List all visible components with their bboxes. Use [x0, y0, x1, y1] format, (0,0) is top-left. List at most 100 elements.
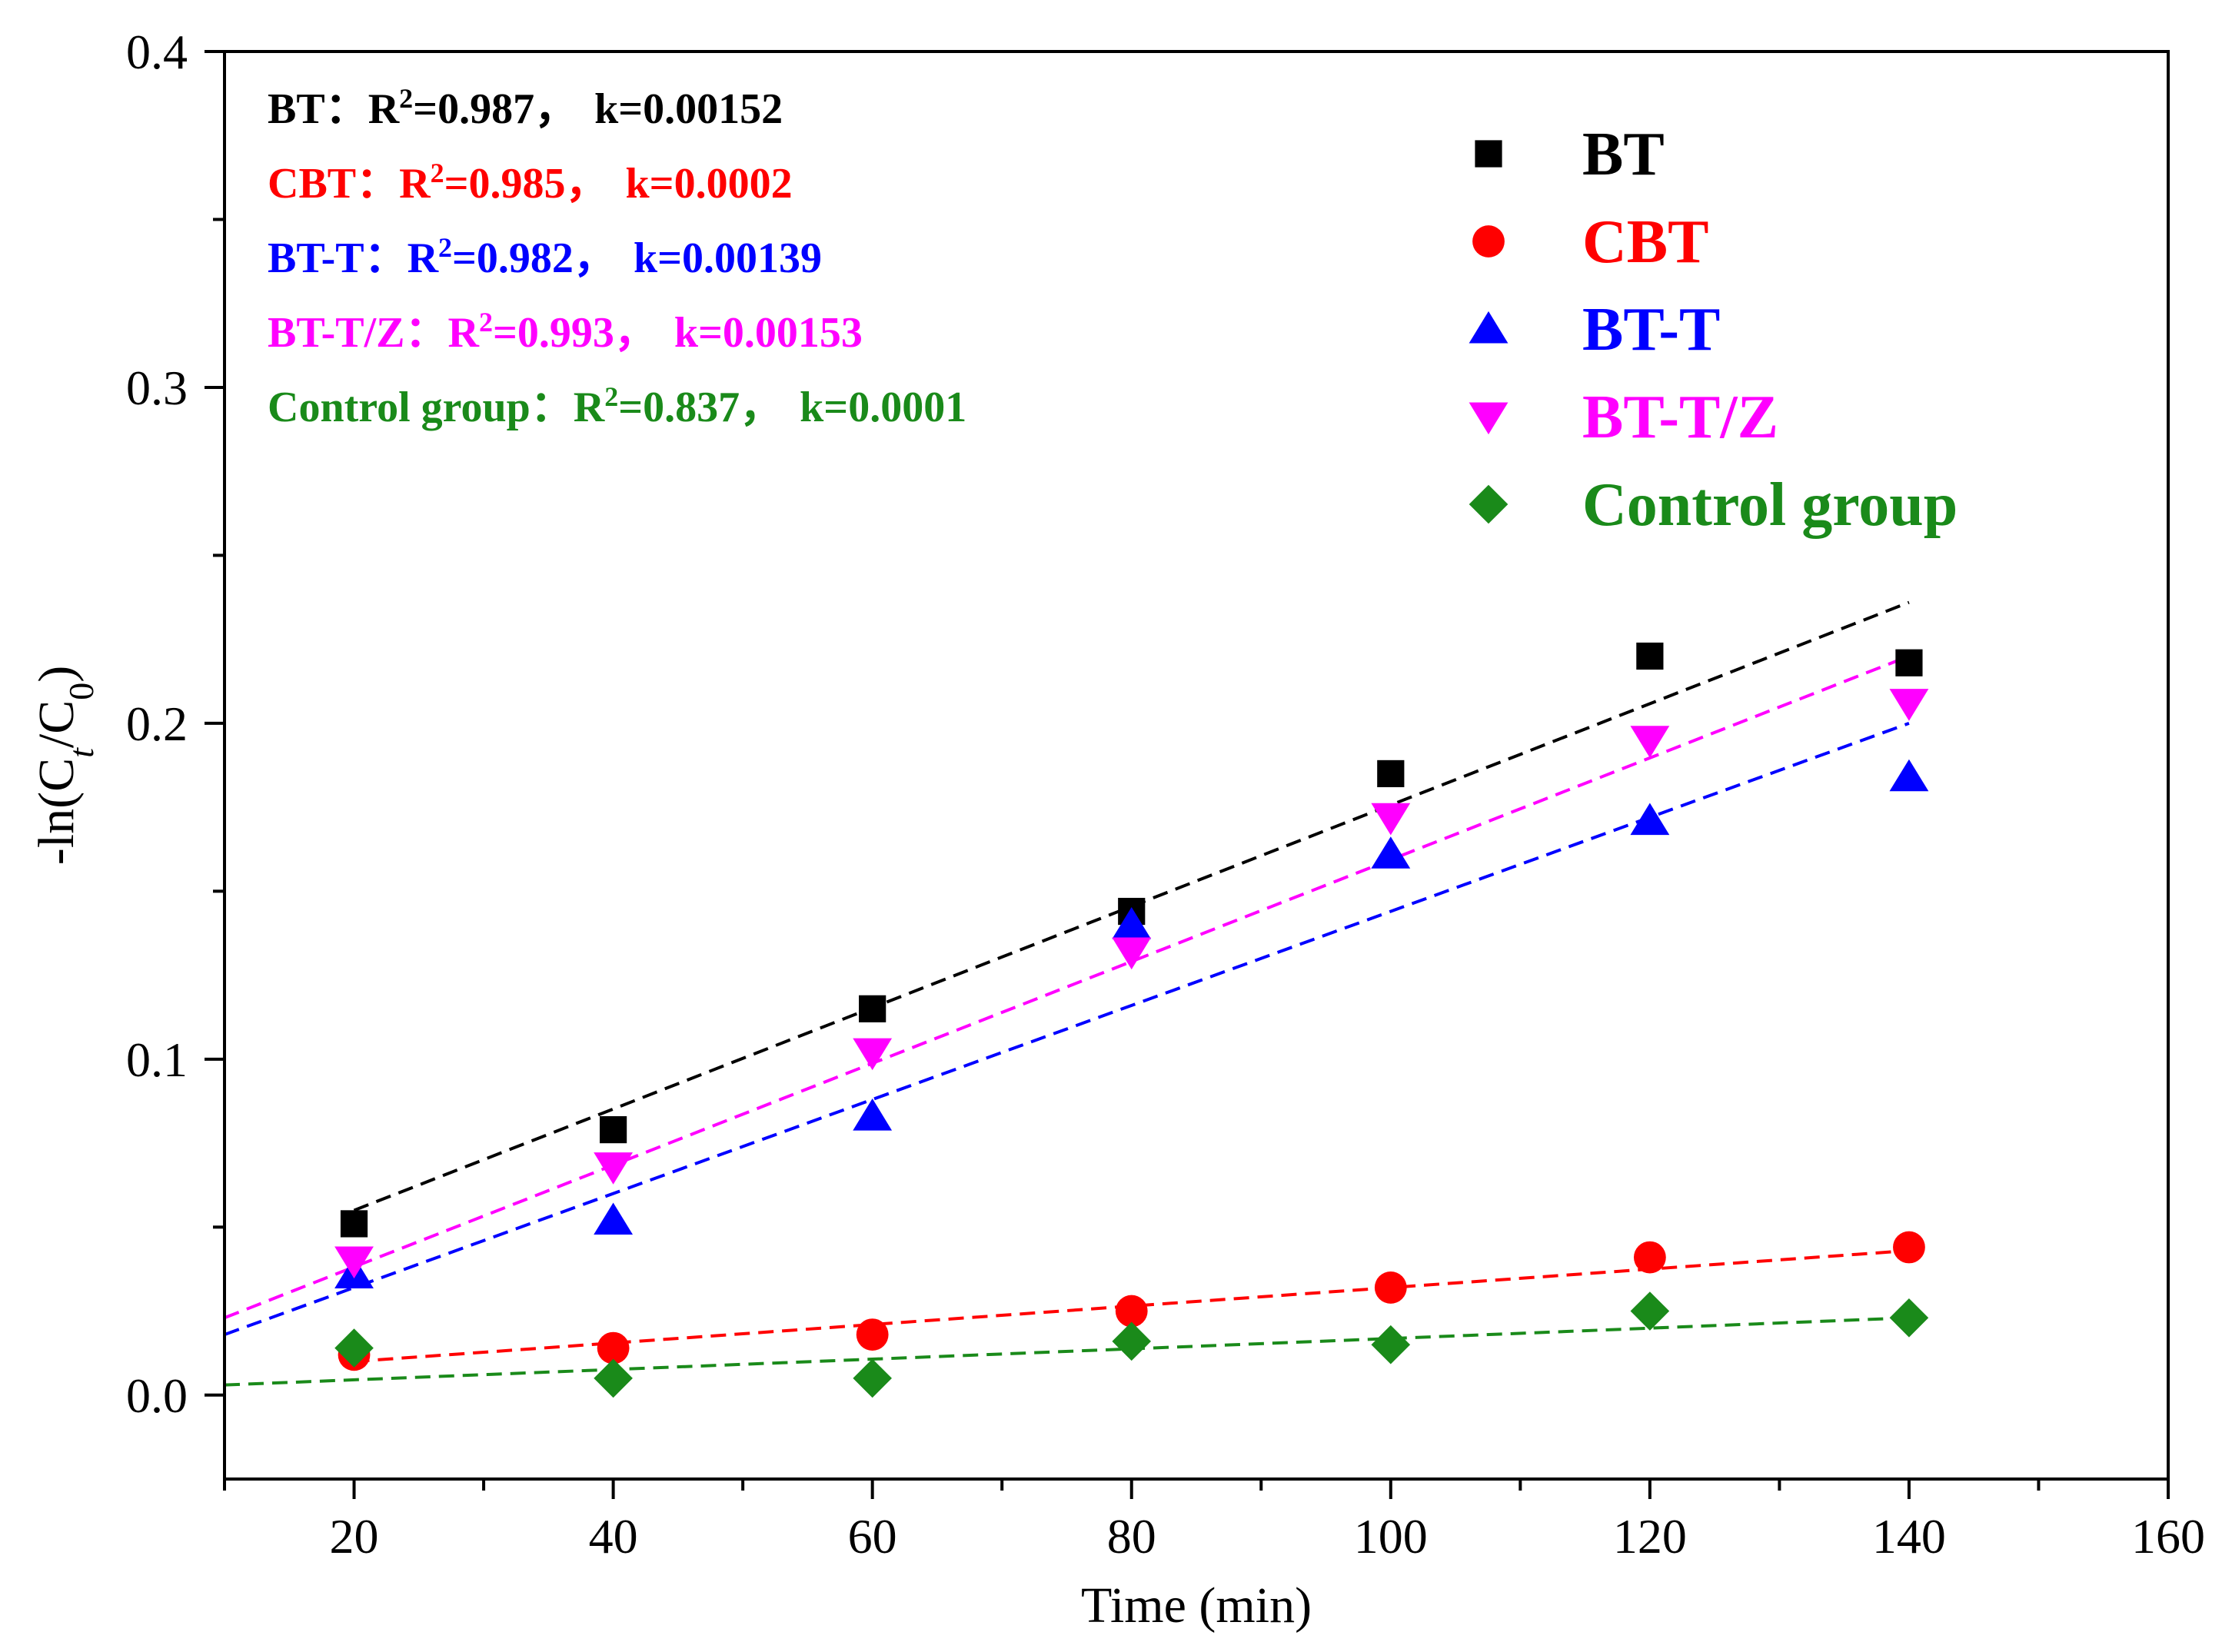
annotation-k-value: k=0.0001 — [800, 384, 966, 431]
point-cbt — [856, 1318, 889, 1351]
annotation-name: BT-T — [268, 234, 364, 282]
fit-line-control-group — [224, 1316, 1910, 1387]
point-bt-t-z — [594, 1152, 634, 1185]
annotation-bt-t: BT-T：R2=0.982， k=0.00139 — [268, 232, 822, 282]
annotation-bt-t-z: BT-T/Z：R2=0.993， k=0.00153 — [268, 307, 863, 357]
point-bt — [1895, 649, 1923, 676]
annotation-k-value: k=0.00153 — [674, 309, 863, 357]
annotation-r2-value: =0.837， — [618, 384, 783, 431]
point-bt — [340, 1210, 368, 1238]
legend-label-bt-t-z: BT-T/Z — [1582, 384, 1778, 451]
point-bt-t — [594, 1202, 634, 1235]
point-cbt — [597, 1331, 630, 1364]
annotation-name: CBT — [268, 160, 356, 208]
legend-marker-control-group — [1469, 484, 1509, 524]
plot-frame — [223, 50, 2170, 1481]
annotation-k-value: k=0.00152 — [594, 85, 783, 133]
point-control-group — [1889, 1298, 1929, 1338]
point-control-group — [334, 1328, 374, 1368]
y-tick-label: 0.4 — [126, 25, 188, 79]
annotation-r2-value: =0.993， — [493, 309, 657, 357]
legend-label-cbt: CBT — [1582, 208, 1709, 276]
point-bt — [1636, 642, 1664, 670]
point-cbt — [1633, 1241, 1666, 1274]
annotation-r2-label: R — [574, 384, 605, 431]
annotation-r2-value: =0.982， — [452, 234, 617, 282]
point-cbt — [1374, 1271, 1407, 1304]
point-bt-t-z — [853, 1038, 893, 1071]
y-axis-title-subscript: 0 — [62, 683, 101, 700]
y-tick-label: 0.1 — [126, 1032, 188, 1087]
point-bt — [859, 995, 886, 1022]
annotation-r2-label: R — [407, 234, 439, 282]
y-axis-title-part: -ln(C — [28, 758, 85, 865]
y-axis-title-part: /C — [28, 700, 85, 748]
point-control-group — [853, 1358, 892, 1398]
axes: 20 40 60 80 100 120 140 1600.00.10.20.30.4Time … — [28, 25, 2205, 1634]
point-bt — [1377, 760, 1405, 788]
point-bt-t — [853, 1099, 893, 1131]
data-markers — [334, 642, 1929, 1398]
point-bt-t — [1889, 759, 1929, 792]
point-bt-t-z — [1112, 937, 1152, 970]
point-bt-t-z — [334, 1246, 374, 1279]
x-tick-label: 160 — [2131, 1509, 2205, 1564]
point-control-group — [1630, 1291, 1670, 1331]
annotation-cbt: CBT：R2=0.985， k=0.0002 — [268, 158, 793, 208]
legend-label-control-group: Control group — [1582, 471, 1958, 539]
annotation-r2-exponent: 2 — [479, 307, 493, 337]
legend: BT CBT BT-T BT-T/Z Control group — [1469, 121, 1958, 539]
x-tick-label: 40 — [589, 1509, 638, 1564]
point-bt — [600, 1115, 627, 1144]
annotation-r2-value: =0.985， — [444, 160, 609, 208]
annotation-r2-label: R — [447, 309, 479, 357]
annotation-r2-exponent: 2 — [399, 83, 413, 114]
annotation-control-group: Control group：R2=0.837， k=0.0001 — [268, 381, 966, 431]
x-tick-label: 60 — [848, 1509, 897, 1564]
x-tick-label: 140 — [1872, 1509, 1946, 1564]
y-tick-label: 0.0 — [126, 1368, 188, 1423]
annotation-separator: ： — [356, 160, 399, 208]
point-bt-t-z — [1630, 726, 1670, 758]
point-bt-t — [1112, 906, 1152, 939]
point-control-group — [1112, 1321, 1152, 1361]
point-bt-t — [1630, 803, 1670, 836]
annotation-name: Control group — [268, 384, 531, 431]
fit-line-bt-t-z — [224, 654, 1910, 1320]
annotation-r2-label: R — [399, 160, 431, 208]
annotation-r2-exponent: 2 — [431, 158, 444, 188]
x-tick-label: 100 — [1354, 1509, 1428, 1564]
annotation-r2-exponent: 2 — [438, 232, 452, 263]
legend-marker-bt-t-z — [1469, 402, 1509, 435]
y-axis-title-part: ) — [28, 666, 85, 683]
point-bt-t-z — [1371, 803, 1411, 836]
annotation-separator: ： — [531, 384, 574, 431]
legend-label-bt: BT — [1582, 121, 1665, 188]
legend-marker-bt-t — [1469, 311, 1509, 344]
x-tick-label: 20 — [330, 1509, 379, 1564]
point-bt-t-z — [1889, 689, 1929, 721]
annotation-separator: ： — [325, 85, 368, 133]
annotation-separator: ： — [364, 234, 407, 282]
y-axis-title: -ln(Ct/C0) — [28, 666, 101, 865]
annotation-r2-exponent: 2 — [604, 381, 618, 412]
point-control-group — [1371, 1325, 1411, 1364]
point-cbt — [1893, 1231, 1925, 1264]
x-tick-label: 80 — [1107, 1509, 1156, 1564]
annotation-r2-value: =0.987， — [413, 85, 577, 133]
annotation-name: BT-T/Z — [268, 309, 404, 357]
legend-marker-cbt — [1472, 225, 1505, 258]
point-cbt — [1115, 1295, 1148, 1328]
annotation-r2-label: R — [368, 85, 400, 133]
y-axis-title-subscript: t — [62, 747, 101, 758]
annotation-separator: ： — [404, 309, 447, 357]
y-tick-label: 0.3 — [126, 361, 188, 415]
fit-line-bt-t — [224, 722, 1910, 1336]
y-tick-label: 0.2 — [126, 696, 188, 751]
point-bt-t — [1371, 836, 1411, 869]
x-axis-title: Time (min) — [1081, 1577, 1312, 1634]
annotation-k-value: k=0.00139 — [634, 234, 822, 282]
